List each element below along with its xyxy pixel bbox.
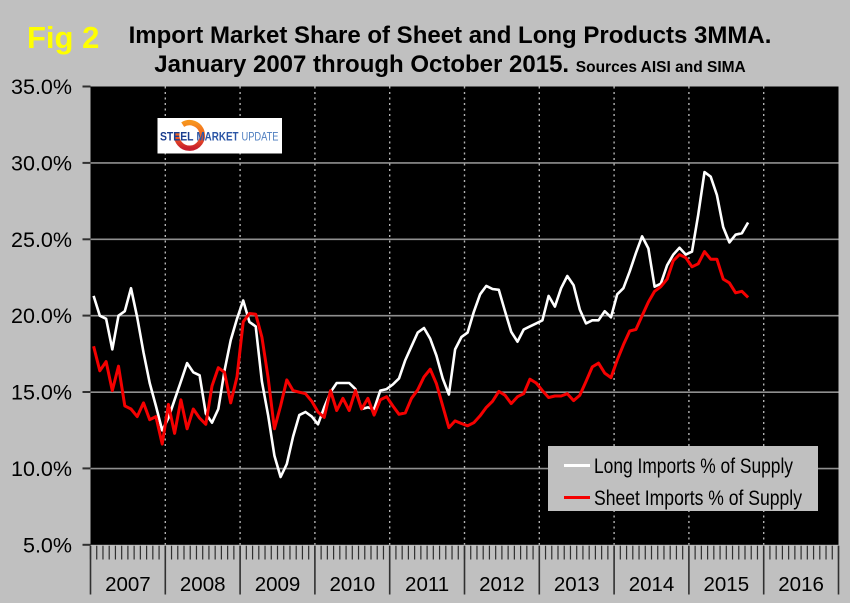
svg-text:2013: 2013	[554, 573, 600, 596]
svg-text:2016: 2016	[778, 573, 824, 596]
svg-text:2009: 2009	[255, 573, 301, 596]
svg-text:2015: 2015	[703, 573, 749, 596]
svg-text:15.0%: 15.0%	[11, 381, 72, 405]
svg-text:STEEL: STEEL	[160, 132, 194, 144]
svg-text:2010: 2010	[329, 573, 375, 596]
svg-text:MARKET: MARKET	[197, 132, 239, 144]
svg-text:2008: 2008	[180, 573, 226, 596]
svg-text:10.0%: 10.0%	[11, 457, 72, 481]
svg-text:UPDATE: UPDATE	[242, 132, 279, 144]
svg-text:20.0%: 20.0%	[11, 304, 72, 328]
svg-text:35.0%: 35.0%	[11, 75, 72, 99]
svg-text:2012: 2012	[479, 573, 525, 596]
svg-text:2014: 2014	[629, 573, 675, 596]
svg-text:Sheet Imports % of Supply: Sheet Imports % of Supply	[594, 487, 802, 510]
svg-text:2011: 2011	[405, 573, 449, 596]
svg-text:5.0%: 5.0%	[23, 533, 72, 557]
svg-text:Long Imports % of Supply: Long Imports % of Supply	[594, 455, 793, 478]
svg-text:30.0%: 30.0%	[11, 151, 72, 175]
svg-text:2007: 2007	[105, 573, 151, 596]
svg-text:25.0%: 25.0%	[11, 228, 72, 252]
